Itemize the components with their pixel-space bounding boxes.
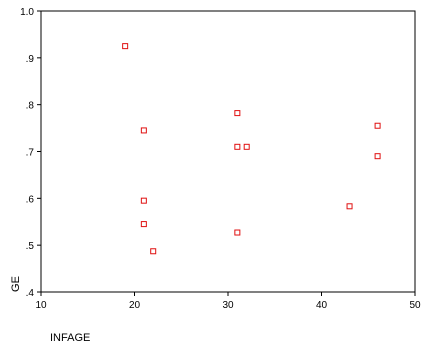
plot-frame [40,10,416,293]
x-tick-label: 20 [129,300,141,311]
y-tick-label: .9 [26,54,35,65]
data-point [150,248,157,255]
x-axis-title: INFAGE [50,332,90,344]
x-axis: 10 20 30 40 50 [35,292,421,311]
y-tick-label: 1.0 [20,7,34,18]
y-tick-label: .5 [26,241,35,252]
y-tick-label: .7 [26,148,35,159]
data-point [374,153,381,160]
x-tick-label: 40 [316,300,328,311]
data-point [234,110,241,117]
data-point [140,221,147,228]
y-tick-label: .8 [26,101,35,112]
data-point [243,143,250,150]
data-points [122,43,381,255]
x-tick-label: 50 [409,300,421,311]
y-tick-label: .4 [26,288,35,299]
y-axis-title: GE [10,276,22,292]
data-point [234,229,241,236]
x-tick-label: 30 [222,300,234,311]
data-point [346,203,353,210]
data-point [122,43,129,50]
y-axis: .4 .5 .6 .7 .8 .9 1.0 [20,7,41,299]
data-point [234,143,241,150]
data-point [140,197,147,204]
data-point [374,122,381,129]
y-tick-label: .6 [26,194,35,205]
x-tick-label: 10 [35,300,47,311]
data-point [140,127,147,134]
